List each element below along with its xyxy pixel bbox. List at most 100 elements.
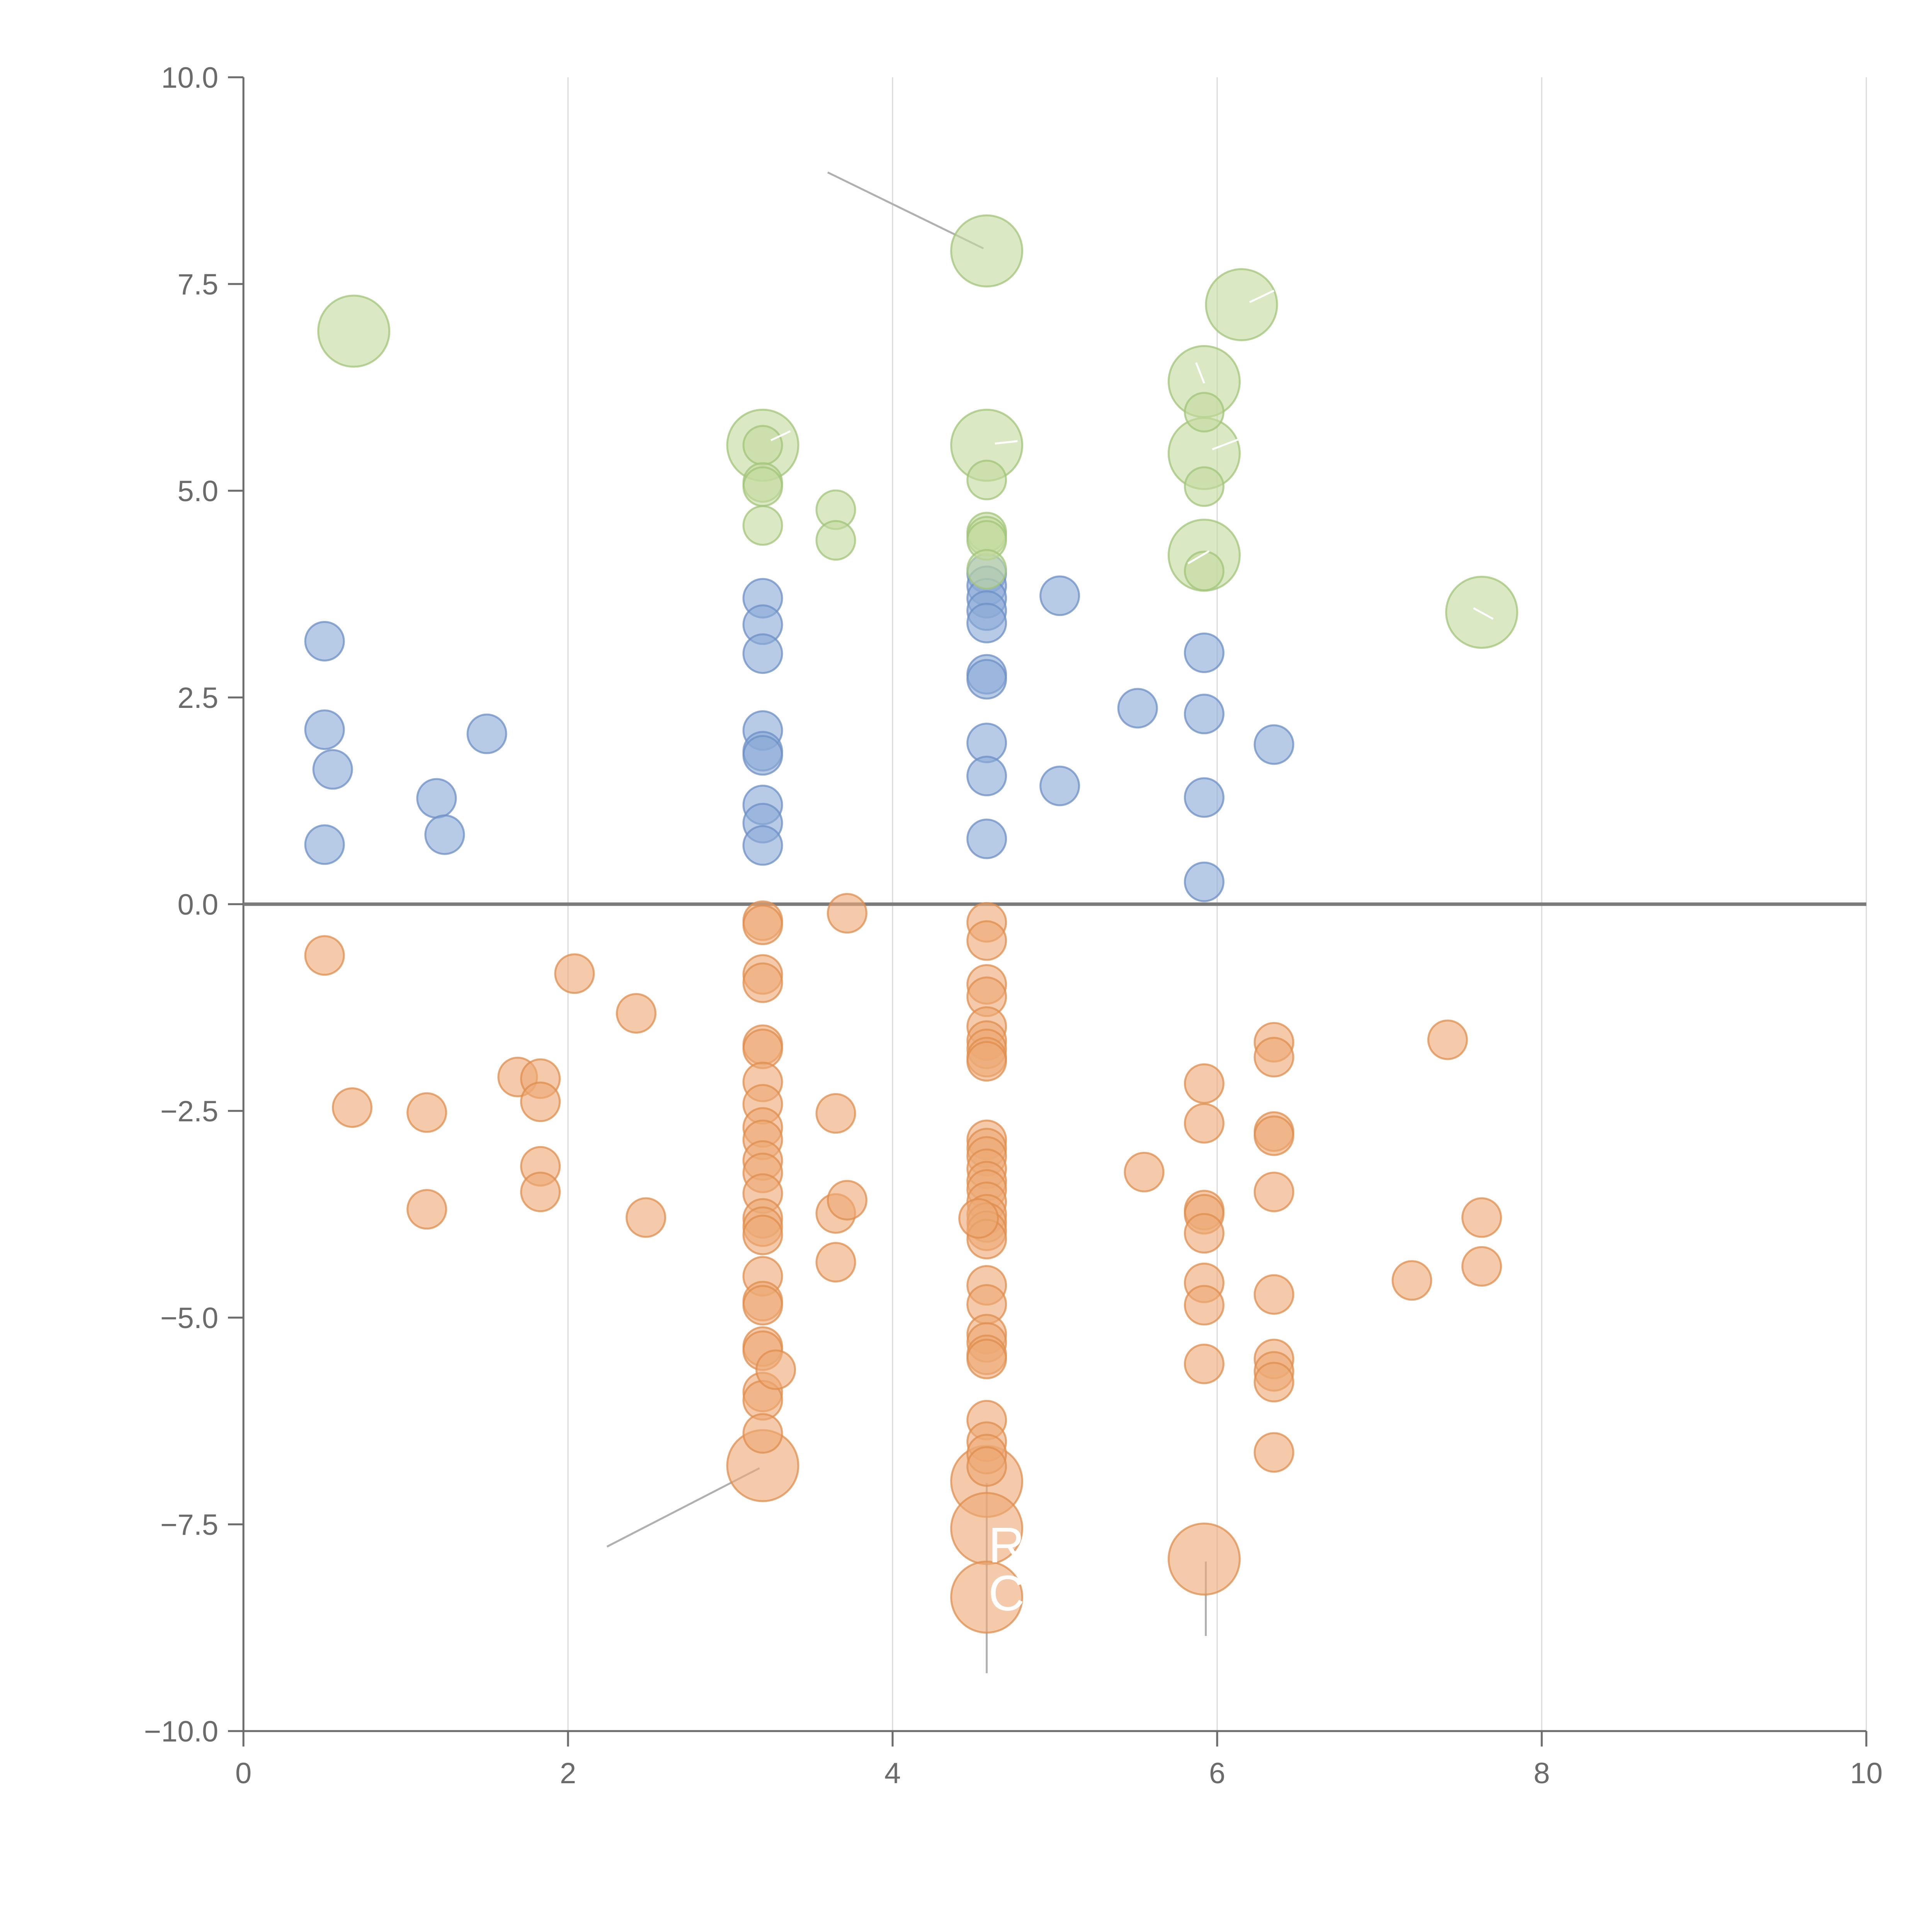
orange-point [1253,1362,1294,1403]
y-tick-label: −7.5 [160,1509,218,1541]
orange-point [332,1087,372,1128]
blue-point [1253,724,1294,765]
data-points [304,214,1519,1634]
orange-point [1253,1274,1294,1315]
orange-point [554,953,595,994]
y-tick-label: −5.0 [160,1302,218,1335]
blue-point [742,825,783,866]
orange-point [966,1446,1007,1487]
orange-point [1461,1197,1502,1238]
orange-point [1184,1063,1225,1104]
green-point [966,549,1007,590]
label-tick [1195,362,1205,384]
orange-point [742,905,783,945]
x-tick-label: 10 [1850,1757,1883,1790]
orange-point [742,962,783,1003]
blue-point [742,633,783,674]
orange-point [520,1081,561,1122]
label-tick [1212,438,1239,451]
blue-point [312,749,353,790]
orange-point [406,1092,447,1133]
orange-point [1253,1115,1294,1156]
orange-point [742,1285,783,1326]
orange-point [616,993,656,1034]
blue-point [1039,765,1080,806]
y-tick-label: 0.0 [177,888,218,921]
orange-point [958,1198,999,1239]
blue-point [304,621,345,662]
y-tick-label: −2.5 [160,1095,218,1128]
label-tick [1187,550,1210,565]
x-tick-label: 6 [1209,1757,1225,1790]
blue-point [424,814,465,855]
orange-point [827,1180,867,1221]
orange-point [1427,1019,1468,1060]
orange-point [520,1172,561,1213]
blue-point [1117,688,1158,729]
green-point [742,425,783,466]
y-tick-label: 10.0 [161,61,218,94]
orange-point [1184,1213,1225,1254]
blue-point [304,709,345,750]
orange-large-point [1167,1522,1241,1596]
blue-point [966,755,1007,796]
orange-point [1253,1432,1294,1473]
orange-point [966,1338,1007,1379]
orange-point [304,935,345,976]
green-point [1184,551,1225,592]
orange-point [1391,1260,1432,1301]
orange-point [1253,1037,1294,1078]
green-large-point [1205,268,1278,341]
orange-point [742,1413,783,1454]
y-tick-label: 2.5 [177,682,218,714]
y-tick-label: 5.0 [177,475,218,508]
blue-point [1184,861,1225,902]
orange-point [1461,1246,1502,1287]
point-labels: RC [770,289,1494,1621]
blue-point [966,602,1007,643]
orange-point [1184,1285,1225,1326]
blue-point [1184,632,1225,673]
orange-point [827,893,867,934]
orange-point [815,1093,856,1134]
green-point [1184,392,1225,433]
label-tick [995,440,1018,445]
x-tick-label: 0 [235,1757,252,1790]
x-tick-label: 4 [884,1757,901,1790]
blue-point [1184,694,1225,735]
blue-point [966,818,1007,859]
leader-lines [606,171,1207,1673]
green-point [1184,466,1225,507]
orange-point [1184,1344,1225,1384]
blue-point [304,824,345,865]
label-tick [770,430,791,441]
point-label: R [988,1517,1025,1573]
orange-point [1124,1151,1165,1192]
green-point [815,520,856,561]
orange-point [626,1197,667,1238]
orange-point [966,1041,1007,1082]
blue-point [466,713,507,754]
orange-point [1184,1103,1225,1144]
orange-point [966,920,1007,961]
y-tick-label: 7.5 [177,268,218,301]
green-point [742,505,783,546]
blue-point [416,778,457,819]
blue-point [742,735,783,776]
green-large-point [317,294,391,368]
green-large-point [950,214,1024,287]
y-tick-label: −10.0 [144,1715,218,1748]
orange-point [815,1242,856,1283]
orange-point [406,1189,447,1230]
orange-point [1253,1172,1294,1213]
point-label: C [988,1565,1025,1621]
blue-point [966,659,1007,700]
x-tick-label: 2 [560,1757,576,1790]
x-tick-label: 8 [1534,1757,1550,1790]
orange-large-point [950,1560,1024,1634]
axes: 0 2 4 6 8 10 10.0 7.5 5.0 2.5 0.0 −2.5 −5.0 −7.5 −10.0 [144,61,1883,1790]
label-tick [1473,607,1494,620]
blue-point [1184,777,1225,818]
